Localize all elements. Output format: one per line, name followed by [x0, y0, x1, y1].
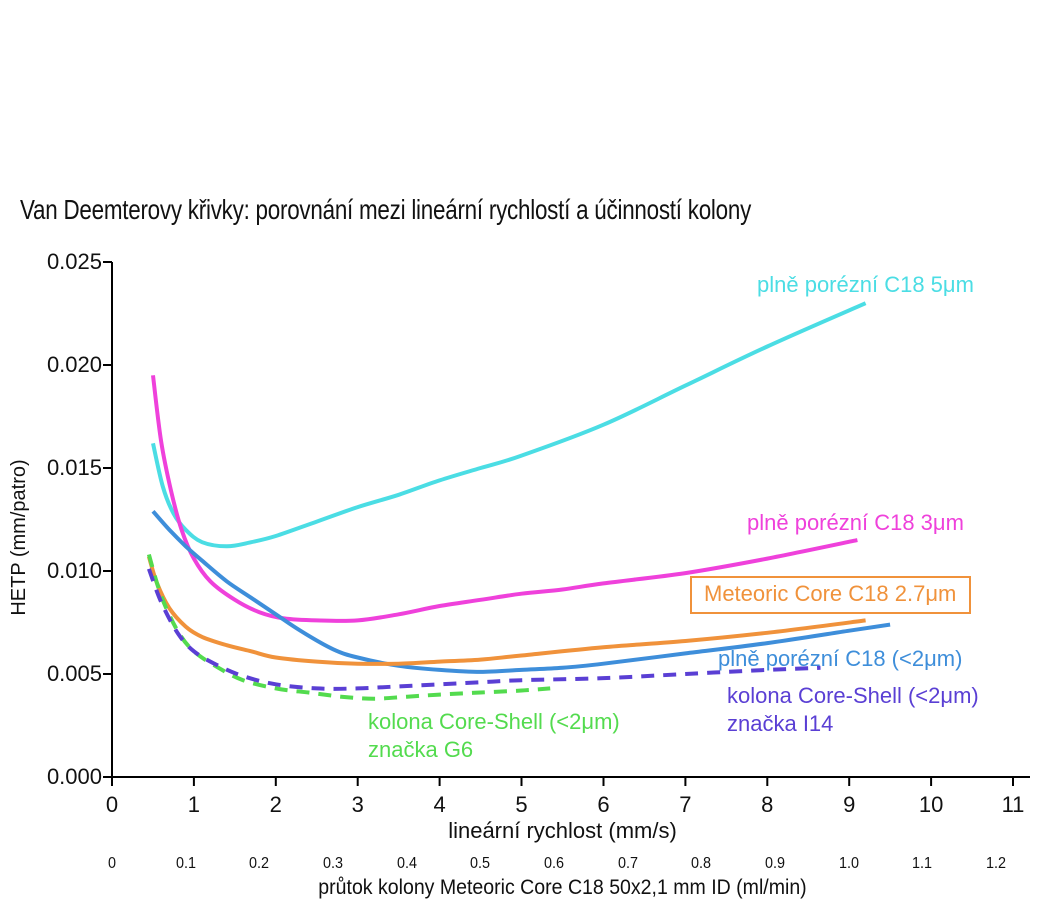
- curve-3: [146, 556, 866, 666]
- x-tick-label: 11: [1001, 792, 1025, 817]
- series-label-meteoric-core: Meteoric Core C18 2.7μm: [690, 576, 972, 614]
- y-tick-label: 0.025: [46, 249, 102, 274]
- series-label-line: značka G6: [368, 737, 474, 762]
- curve-1: [151, 375, 858, 623]
- curve-0: [151, 301, 867, 549]
- x-tick-label: 4: [433, 792, 446, 817]
- series-label-line: plně porézní C18 3μm: [747, 510, 964, 535]
- y-tick-label: 0.005: [46, 661, 102, 686]
- series-label-fully-porous-3um: plně porézní C18 3μm: [747, 509, 964, 537]
- x2-tick-label: 1.0: [838, 855, 859, 872]
- x2-tick-label: 1.1: [912, 855, 933, 872]
- x2-tick-label: 0.7: [617, 855, 638, 872]
- series-label-line: kolona Core-Shell (<2μm): [727, 683, 979, 708]
- x2-tick-label: 0.4: [396, 855, 417, 872]
- x2-tick-label: 0.3: [322, 855, 344, 872]
- y-tick-label: 0.000: [46, 764, 102, 789]
- x-axis-title: lineární rychlost (mm/s): [448, 818, 677, 843]
- x-tick-label: 6: [597, 792, 610, 817]
- x2-tick-label: 0.2: [249, 855, 270, 872]
- series-label-line: kolona Core-Shell (<2μm): [368, 709, 620, 734]
- series-label-core-shell-g6: kolona Core-Shell (<2μm) značka G6: [368, 708, 620, 764]
- series-label-line: plně porézní C18 5μm: [757, 272, 974, 297]
- x-tick-label: 7: [679, 792, 692, 817]
- y-axis-title: HETP (mm/patro): [8, 459, 30, 616]
- series-label-line: značka I14: [727, 711, 834, 736]
- curve-4: [146, 553, 551, 701]
- series-label-fully-porous-5um: plně porézní C18 5μm: [757, 271, 974, 299]
- series-label-fully-porous-sub2um: plně porézní C18 (<2μm): [718, 645, 962, 673]
- series-label-core-shell-i14: kolona Core-Shell (<2μm) značka I14: [727, 682, 979, 738]
- x-tick-label: 0: [105, 792, 119, 817]
- curve-5: [147, 568, 821, 691]
- x2-tick-label: 0.8: [691, 855, 712, 872]
- x2-tick-label: 0.1: [175, 855, 196, 872]
- x-tick-label: 2: [269, 792, 282, 817]
- x2-tick-label: 0.5: [470, 855, 491, 872]
- y-tick-label: 0.010: [46, 558, 102, 583]
- x-tick-label: 8: [761, 792, 774, 817]
- x-tick-label: 10: [918, 792, 944, 817]
- x-tick-label: 1: [187, 792, 201, 817]
- x2-tick-label: 0.6: [543, 855, 565, 872]
- x-tick-label: 5: [515, 792, 528, 817]
- y-tick-label: 0.015: [46, 455, 102, 480]
- x2-tick-label: 1.2: [985, 855, 1007, 872]
- x2-axis-title: průtok kolony Meteoric Core C18 50x2,1 m…: [318, 876, 807, 899]
- chart-title: Van Deemterovy křivky: porovnání mezi li…: [20, 194, 752, 225]
- y-tick-label: 0.020: [46, 352, 102, 377]
- x-tick-label: 9: [843, 792, 856, 817]
- x2-tick-label: 0: [107, 855, 117, 872]
- x-tick-label: 3: [351, 792, 364, 817]
- series-label-line: plně porézní C18 (<2μm): [718, 646, 963, 671]
- x2-tick-label: 0.9: [764, 855, 786, 872]
- series-label-line: Meteoric Core C18 2.7μm: [704, 581, 957, 606]
